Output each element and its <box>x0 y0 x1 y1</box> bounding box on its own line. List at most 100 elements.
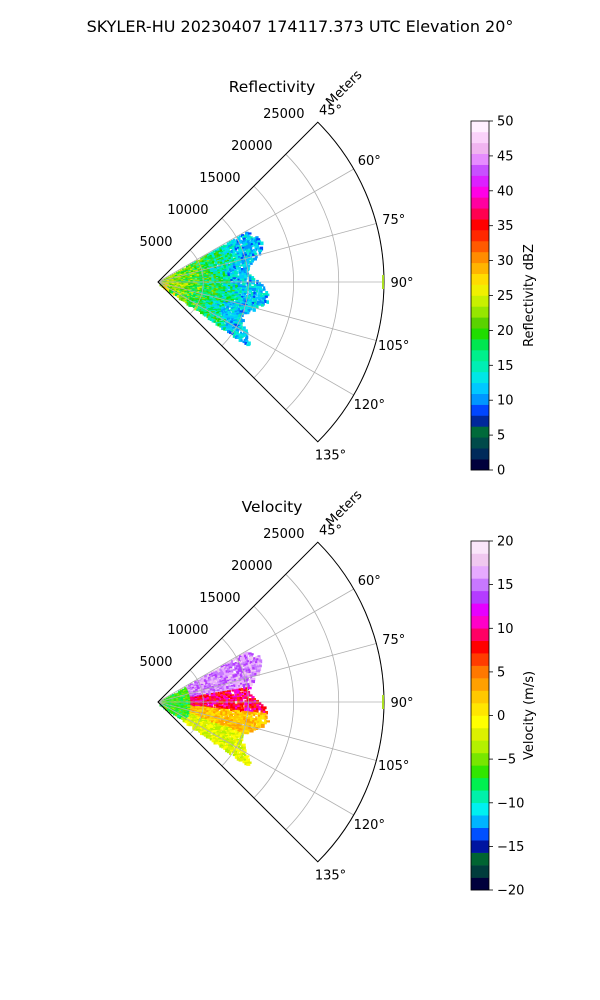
radar-gate <box>218 283 223 287</box>
radar-gate <box>221 685 225 690</box>
radar-gate <box>223 327 227 331</box>
radar-gate <box>241 654 244 657</box>
colorbar-tick-label: 25 <box>497 289 514 304</box>
radar-gate <box>236 693 240 697</box>
radar-gate <box>218 732 223 735</box>
radar-gate <box>230 264 234 269</box>
radar-gate <box>224 269 227 273</box>
radar-gate <box>225 744 228 747</box>
radar-gate <box>230 684 235 688</box>
radar-gate <box>261 299 264 303</box>
colorbar-tick-label: −15 <box>497 840 524 855</box>
radar-gate <box>173 712 176 716</box>
radar-gate <box>186 711 190 714</box>
radar-gate <box>213 740 217 745</box>
radar-gate <box>248 256 251 260</box>
radar-gate <box>215 712 220 716</box>
radar-gate <box>227 729 230 733</box>
radar-gate <box>222 272 226 275</box>
radar-gate <box>224 252 227 255</box>
radar-gate <box>222 714 225 717</box>
radar-gate <box>215 262 219 265</box>
radar-gate <box>246 240 250 244</box>
radar-gate <box>239 667 243 671</box>
radar-gate <box>242 248 246 252</box>
radar-gate <box>262 713 267 716</box>
radar-gate <box>232 668 237 671</box>
radar-gate <box>241 289 246 292</box>
radar-gate <box>244 672 247 676</box>
radar-gate <box>250 297 254 300</box>
radar-gate <box>252 662 256 665</box>
radar-gate <box>237 755 241 758</box>
radar-gate <box>200 311 204 315</box>
radar-gate <box>234 275 239 279</box>
radar-gate <box>238 306 242 309</box>
radar-gate <box>236 336 241 339</box>
radar-gate <box>217 303 220 307</box>
radar-gate <box>240 663 244 666</box>
radar-gate <box>231 736 236 739</box>
radar-gate <box>244 342 248 345</box>
radar-gate <box>227 713 231 716</box>
radar-gate <box>253 290 256 293</box>
radar-gate <box>193 719 198 723</box>
radar-gate <box>234 690 238 694</box>
radar-gate <box>234 673 238 676</box>
colorbar-tick-label: 5 <box>497 429 505 444</box>
radar-gate <box>227 712 231 715</box>
radar-gate <box>256 284 260 287</box>
radar-gate <box>213 284 217 287</box>
radar-gate <box>216 248 221 251</box>
radar-gate <box>244 285 247 289</box>
radar-gate <box>232 272 236 275</box>
radar-gate <box>267 293 270 297</box>
radar-gate <box>240 684 243 687</box>
colorbar-segment <box>471 382 489 394</box>
radar-gate <box>235 669 239 673</box>
radar-gate <box>240 759 244 762</box>
radar-gate <box>231 686 234 689</box>
azimuth-gridline <box>157 223 377 283</box>
radar-gate <box>241 680 245 684</box>
radar-gate <box>212 260 215 265</box>
radar-gate <box>258 251 262 256</box>
radar-gate <box>243 758 247 762</box>
radar-gate <box>203 733 207 737</box>
radar-gate <box>239 273 243 277</box>
radar-gate <box>248 274 252 278</box>
radar-gate <box>245 675 249 679</box>
radar-gate <box>244 654 247 658</box>
radar-gate <box>241 749 245 754</box>
radar-gate <box>165 707 169 711</box>
radar-gate <box>229 260 233 264</box>
radar-gate <box>234 288 238 292</box>
radar-gate <box>229 688 232 691</box>
radar-gate <box>178 296 183 301</box>
radar-gate <box>176 715 181 718</box>
radar-gate <box>208 725 213 730</box>
radar-gate <box>241 319 245 323</box>
radar-gate <box>197 286 201 291</box>
radar-gate <box>244 304 248 307</box>
radar-gate <box>234 270 237 274</box>
radar-gate <box>213 737 216 740</box>
radar-gate <box>205 721 209 725</box>
radar-gate <box>250 256 253 260</box>
radar-gate <box>243 652 247 657</box>
radar-gate <box>238 270 242 274</box>
radar-gate <box>220 306 225 309</box>
colorbar-segment <box>471 404 489 416</box>
radar-gate <box>216 725 219 728</box>
radar-gate <box>241 671 245 674</box>
colorbar-segment <box>471 565 489 579</box>
radar-gate <box>231 731 235 734</box>
colorbar-segment <box>471 665 489 679</box>
radar-gate <box>208 692 212 695</box>
radar-gate <box>261 721 265 724</box>
radar-gate <box>234 737 237 740</box>
radar-gate <box>215 317 219 319</box>
radar-gate <box>224 690 228 694</box>
radar-gate <box>242 326 246 330</box>
radar-gate <box>258 292 262 295</box>
